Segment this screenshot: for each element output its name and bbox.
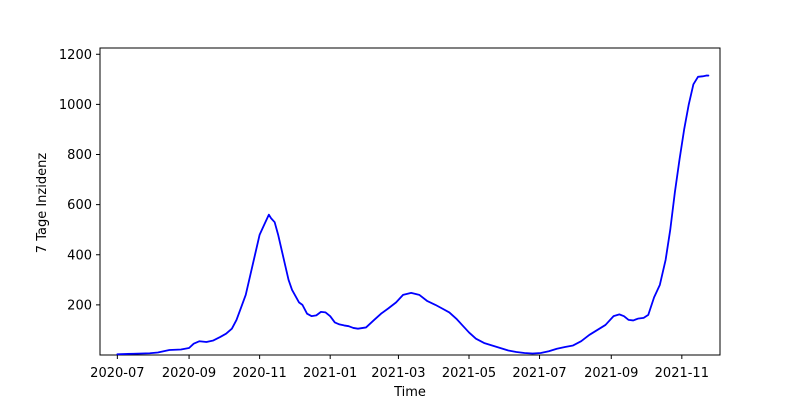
y-axis: 200 400 600 800 1000 1200 <box>59 48 100 313</box>
x-tick-label: 2020-09 <box>162 366 216 381</box>
x-axis: 2020-07 2020-09 2020-11 2021-01 2021-03 2021-… <box>90 355 709 381</box>
y-tick-label: 400 <box>67 248 92 263</box>
y-tick-label: 200 <box>67 298 92 313</box>
y-tick-label: 1000 <box>59 98 92 113</box>
plot-frame <box>99 47 721 356</box>
y-tick-label: 600 <box>67 198 92 213</box>
x-tick-label: 2020-07 <box>90 366 144 381</box>
x-tick-label: 2021-09 <box>584 366 638 381</box>
x-tick-label: 2021-01 <box>303 366 357 381</box>
plot-border <box>99 47 721 356</box>
x-tick-label: 2021-03 <box>371 366 425 381</box>
x-tick-label: 2021-07 <box>512 366 566 381</box>
x-tick-label: 2021-05 <box>442 366 496 381</box>
x-tick-label: 2020-11 <box>232 366 286 381</box>
y-tick-label: 800 <box>67 148 92 163</box>
series-line <box>116 74 710 356</box>
y-tick-label: 1200 <box>59 48 92 63</box>
y-axis-title: 7 Tage Inzidenz <box>35 153 50 254</box>
x-axis-title: Time <box>393 385 426 400</box>
x-tick-label: 2021-11 <box>655 366 709 381</box>
series-layer <box>116 74 710 356</box>
